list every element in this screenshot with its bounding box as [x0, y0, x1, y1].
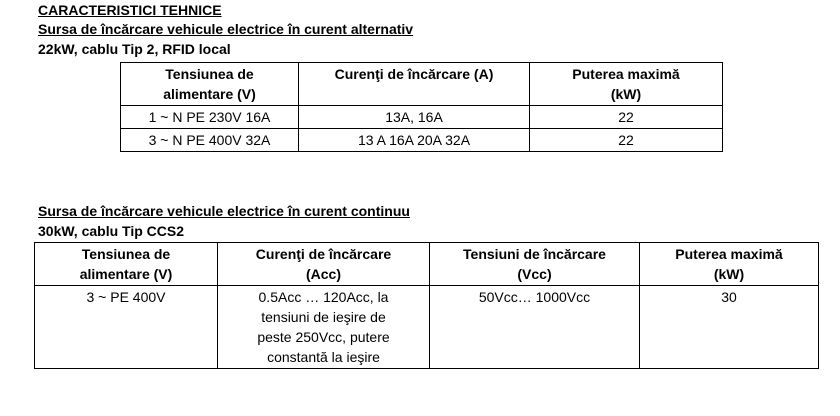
- column-header: Curenţi de încărcare (Acc): [217, 242, 430, 286]
- section-title: Sursa de încărcare vehicule electrice în…: [38, 21, 414, 37]
- table-cell: 22: [529, 105, 723, 129]
- table-cell: 3 ~ N PE 400V 32A: [120, 128, 299, 152]
- title: CARACTERISTICI TEHNICE: [38, 2, 222, 18]
- table-cell: 13A, 16A: [298, 105, 530, 129]
- column-header: Curenţi de încărcare (A): [298, 62, 530, 106]
- table-row: 3 ~ N PE 400V 32A 13 A 16A 20A 32A 22: [120, 128, 723, 152]
- table-row: 1 ~ N PE 230V 16A 13A, 16A 22: [120, 105, 723, 129]
- column-header: Puterea maximă (kW): [529, 62, 723, 106]
- header-row: Tensiunea de alimentare (V) Curenţi de în…: [120, 62, 723, 106]
- column-header: Tensiunea de alimentare (V): [120, 62, 299, 106]
- table-cell: 50Vcc… 1000Vcc: [429, 285, 640, 369]
- table-cell: 13 A 16A 20A 32A: [298, 128, 530, 152]
- table: Tensiunea de alimentare (V) Curenţi de în…: [34, 242, 819, 369]
- header-row: Tensiunea de alimentare (V) Curenţi de în…: [34, 242, 819, 286]
- section-subtitle: 30kW, cablu Tip CCS2: [38, 223, 185, 239]
- column-header: Tensiunea de alimentare (V): [34, 242, 218, 286]
- column-header: Puterea maximă (kW): [639, 242, 819, 286]
- section-title: Sursa de încărcare vehicule electrice în…: [38, 203, 410, 219]
- table-cell: 3 ~ PE 400V: [34, 285, 218, 369]
- table-cell: 0.5Acc … 120Acc, la tensiuni de ieşire d…: [217, 285, 430, 369]
- table-cell: 1 ~ N PE 230V 16A: [120, 105, 299, 129]
- table-cell: 30: [639, 285, 819, 369]
- table-row: 3 ~ PE 400V 0.5Acc … 120Acc, la tensiuni …: [34, 285, 819, 369]
- section-subtitle: 22kW, cablu Tip 2, RFID local: [38, 41, 231, 57]
- table-cell: 22: [529, 128, 723, 152]
- table: Tensiunea de alimentare (V) Curenţi de în…: [120, 62, 723, 152]
- column-header: Tensiuni de încărcare (Vcc): [429, 242, 640, 286]
